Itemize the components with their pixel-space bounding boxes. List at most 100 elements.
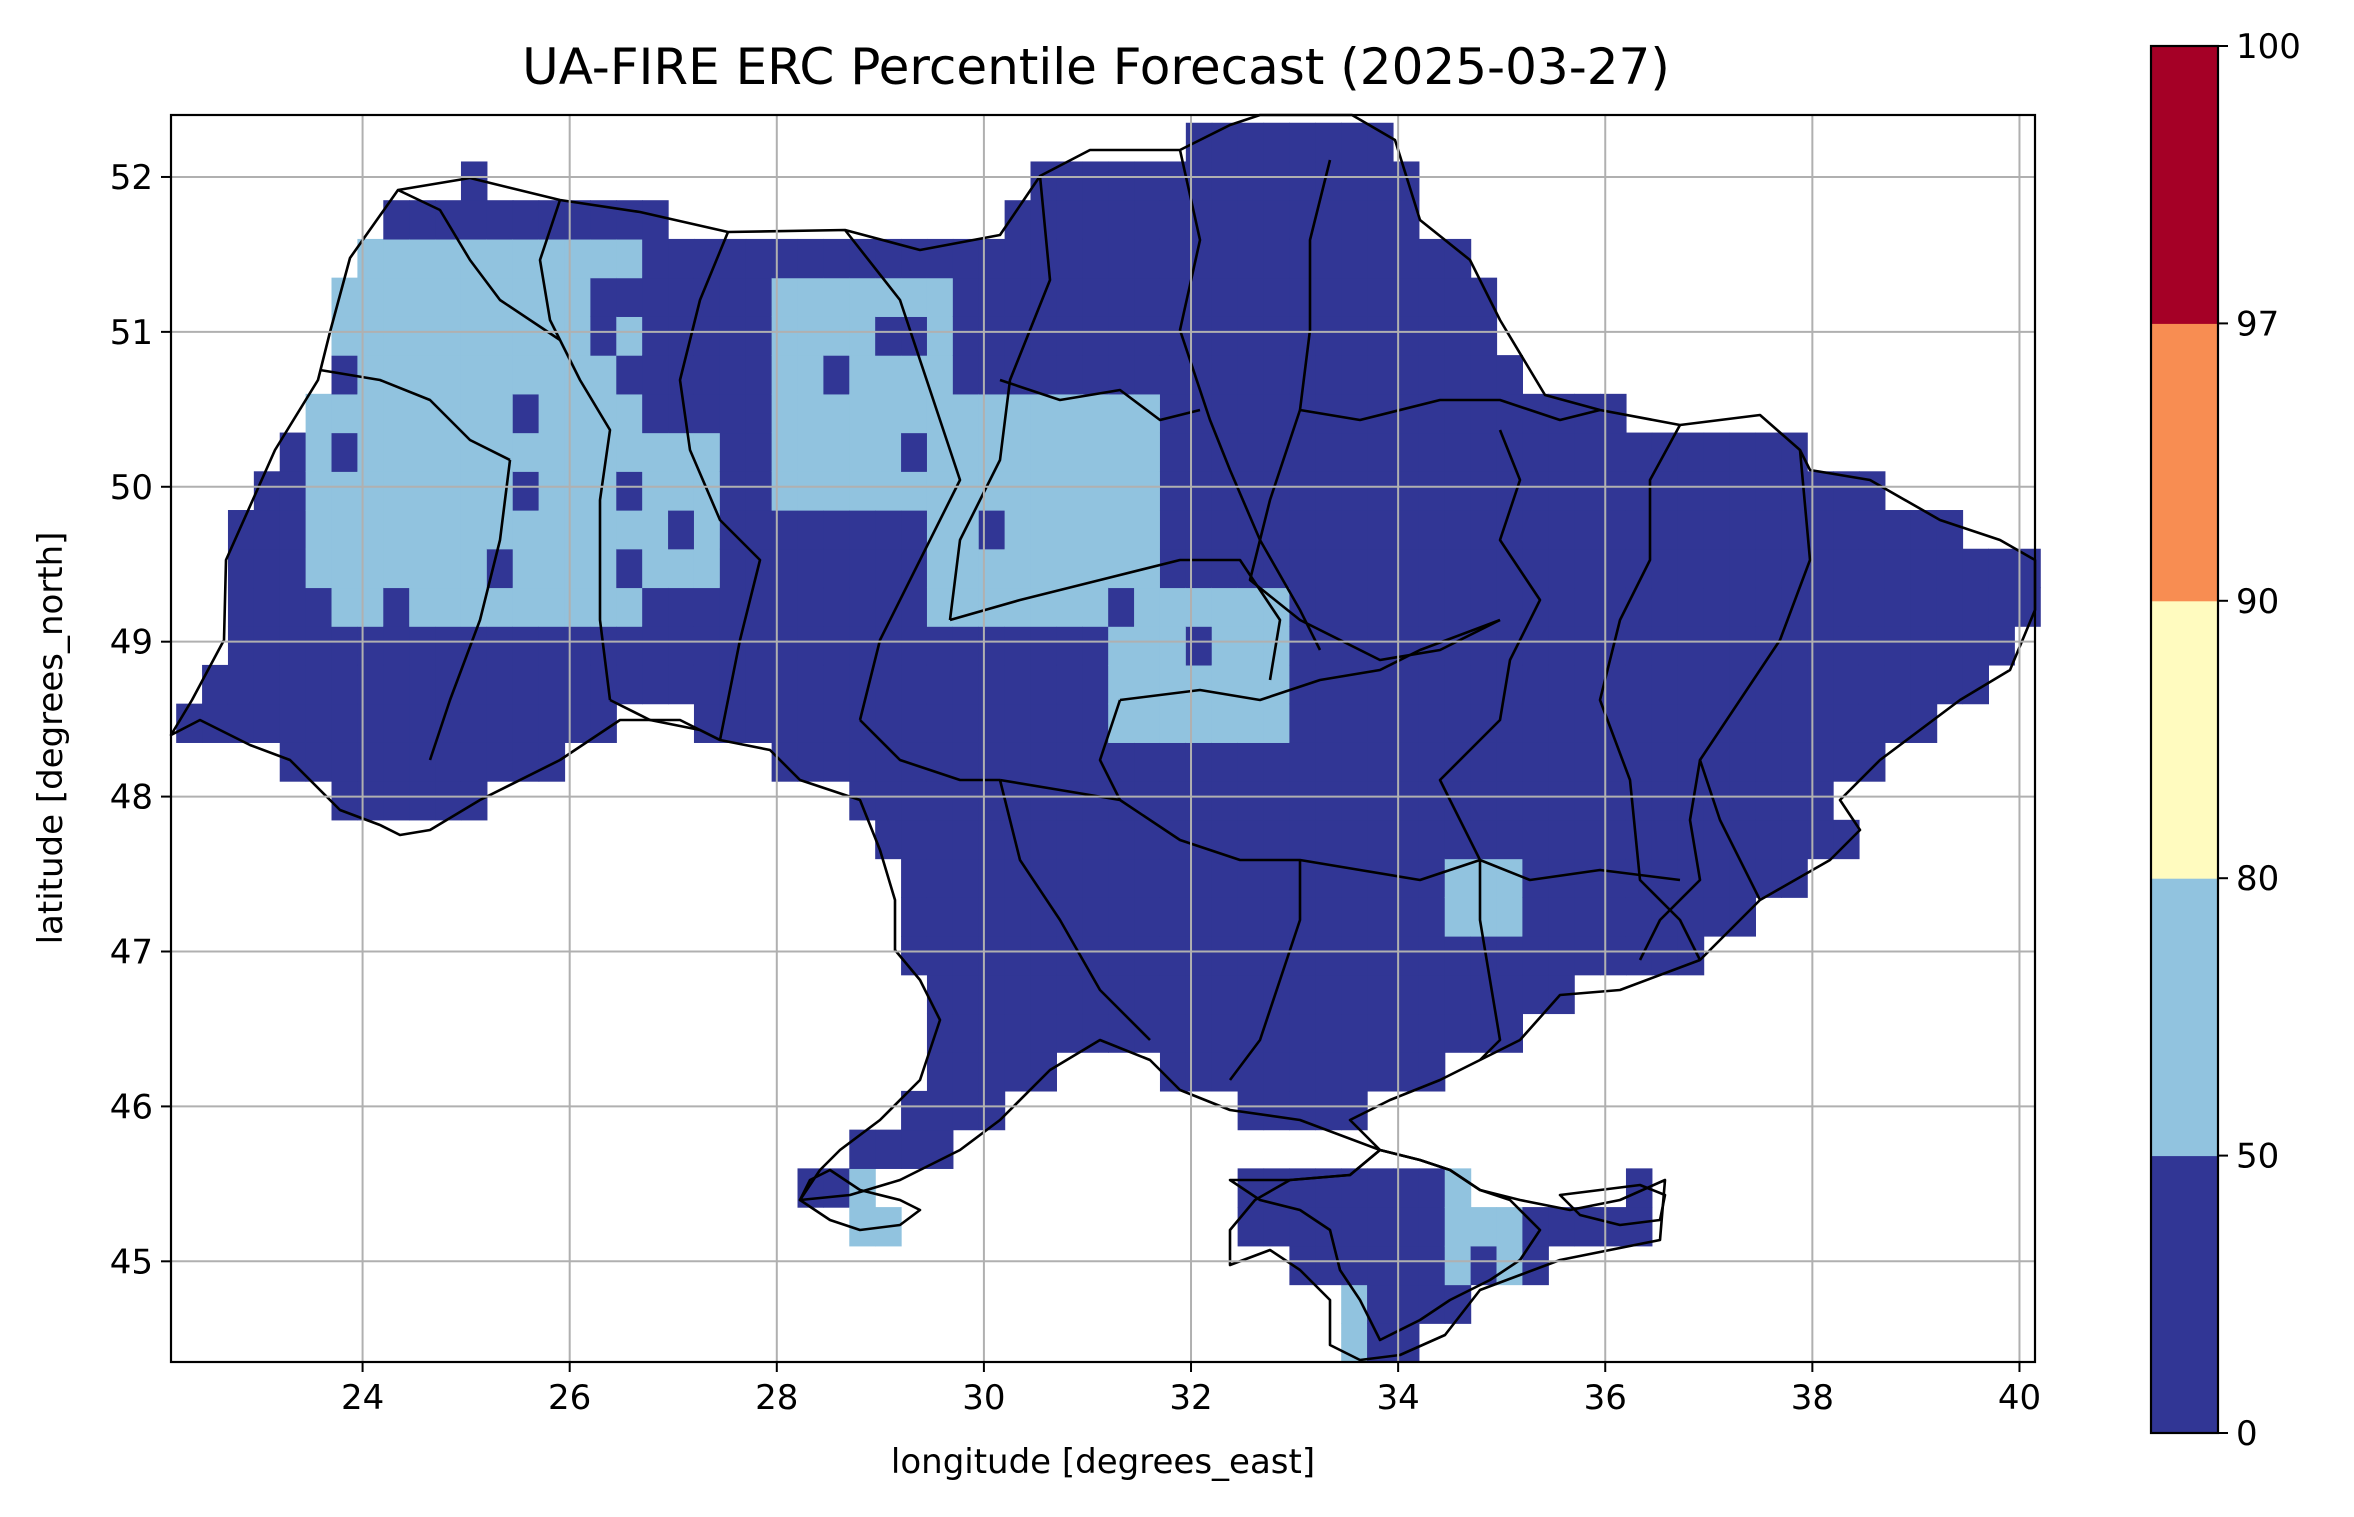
raster-cell — [1548, 587, 1575, 627]
raster-cell — [1729, 548, 1756, 589]
raster-cell — [616, 664, 643, 705]
raster-cell — [1910, 587, 1938, 627]
raster-cell — [1185, 858, 1213, 898]
raster-cell — [538, 703, 566, 743]
raster-cell — [409, 664, 436, 705]
raster-cell — [564, 200, 591, 240]
raster-cell — [1315, 1245, 1342, 1286]
raster-cell — [1263, 858, 1290, 898]
raster-cell — [564, 316, 591, 356]
raster-cell — [1392, 471, 1420, 511]
raster-cell — [1056, 742, 1083, 782]
raster-cell — [952, 587, 980, 627]
oblast-boundary — [1698, 449, 1812, 901]
raster-cell — [1392, 1323, 1420, 1363]
raster-cell — [1574, 664, 1601, 705]
raster-cell — [1134, 432, 1161, 472]
raster-cell — [1211, 355, 1239, 395]
y-tick-label: 48 — [110, 778, 153, 818]
raster-cell — [771, 664, 799, 705]
raster-cell — [1082, 161, 1109, 201]
raster-cell — [1263, 936, 1290, 976]
raster-cell — [1522, 781, 1549, 821]
raster-cell — [1781, 781, 1808, 821]
raster-cell — [1418, 587, 1446, 627]
raster-cell — [1263, 238, 1290, 279]
raster-cell — [1729, 471, 1756, 511]
raster-cell — [1315, 1013, 1342, 1053]
raster-cell — [797, 664, 824, 705]
raster-cell — [1677, 703, 1705, 743]
raster-cell — [1082, 781, 1109, 821]
raster-cell — [1703, 587, 1731, 627]
raster-cell — [978, 936, 1006, 976]
raster-cell — [668, 548, 695, 589]
raster-cell — [797, 548, 824, 589]
raster-cell — [1289, 1207, 1316, 1247]
raster-cell — [1392, 1207, 1420, 1247]
raster-cell — [1367, 819, 1394, 860]
raster-cell — [797, 238, 824, 279]
raster-cell — [1625, 897, 1653, 937]
raster-cell — [693, 703, 721, 743]
raster-cell — [823, 238, 850, 279]
raster-cell — [1522, 432, 1549, 472]
raster-cell — [564, 393, 591, 434]
raster-cell — [460, 548, 488, 589]
raster-cell — [823, 703, 850, 743]
raster-cell — [1936, 510, 1964, 550]
raster-cell — [1574, 471, 1601, 511]
raster-cell — [719, 238, 747, 279]
raster-cell — [1755, 703, 1782, 743]
raster-cell — [1444, 355, 1472, 395]
raster-cell — [1289, 238, 1316, 279]
raster-cell — [745, 393, 773, 434]
raster-cell — [1703, 626, 1731, 666]
raster-cell — [1315, 897, 1342, 937]
colorbar-swatch — [2151, 46, 2218, 324]
x-axis-ticks: 24 26 28 30 32 34 36 38 40 — [341, 1362, 2041, 1418]
raster-cell — [901, 587, 928, 627]
raster-cell — [253, 510, 281, 550]
raster-cell — [253, 703, 281, 743]
raster-cell — [1833, 548, 1860, 589]
raster-cell — [1703, 819, 1731, 860]
raster-cell — [486, 355, 514, 395]
raster-cell — [719, 471, 747, 511]
raster-cell — [1600, 471, 1627, 511]
raster-cell — [1134, 703, 1161, 743]
raster-cell — [1858, 587, 1886, 627]
raster-cell — [616, 238, 643, 279]
raster-cell — [512, 587, 540, 627]
raster-cell — [1392, 742, 1420, 782]
raster-cell — [1237, 742, 1265, 782]
raster-cell — [1341, 510, 1368, 550]
raster-cell — [590, 355, 617, 395]
raster-cell — [1496, 355, 1523, 395]
raster-cell — [849, 277, 876, 317]
raster-cell — [1884, 548, 1912, 589]
raster-cell — [409, 587, 436, 627]
raster-cell — [460, 742, 488, 782]
raster-cell — [771, 277, 799, 317]
raster-cell — [1263, 393, 1290, 434]
raster-cell — [279, 471, 307, 511]
raster-cell — [849, 510, 876, 550]
raster-cell — [1341, 200, 1368, 240]
raster-cell — [538, 432, 566, 472]
raster-cell — [1522, 626, 1549, 666]
raster-cell — [1237, 355, 1265, 395]
raster-cell — [1056, 548, 1083, 589]
raster-cell — [1082, 316, 1109, 356]
raster-cell — [926, 1129, 954, 1169]
colorbar-swatch — [2151, 323, 2218, 602]
raster-cell — [383, 781, 410, 821]
raster-cell — [486, 703, 514, 743]
raster-cell — [668, 626, 695, 666]
raster-cell — [1341, 1052, 1368, 1092]
raster-cell — [1677, 432, 1705, 472]
raster-cell — [693, 355, 721, 395]
raster-cell — [1211, 664, 1239, 705]
raster-cell — [1367, 200, 1394, 240]
raster-cell — [1056, 626, 1083, 666]
